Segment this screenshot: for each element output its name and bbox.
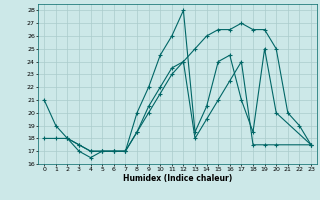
X-axis label: Humidex (Indice chaleur): Humidex (Indice chaleur) [123, 174, 232, 183]
